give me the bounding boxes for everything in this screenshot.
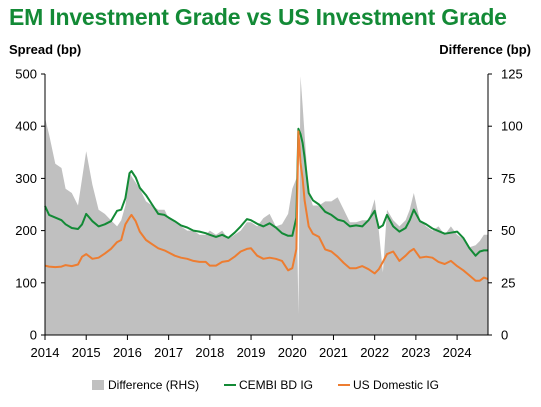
legend-label-difference: Difference (RHS) (108, 378, 199, 392)
difference-area-layer (45, 76, 488, 335)
x-tick-label: 2017 (154, 345, 183, 360)
x-tick-label: 2015 (72, 345, 101, 360)
x-tick-label: 2020 (278, 345, 307, 360)
right-axis-title: Difference (bp) (439, 42, 531, 57)
right-tick-label: 100 (501, 119, 523, 134)
legend-swatch-difference (92, 380, 104, 390)
chart-title: EM Investment Grade vs US Investment Gra… (9, 4, 507, 30)
left-tick-label: 300 (15, 171, 37, 186)
left-tick-label: 0 (30, 328, 37, 343)
series-area-difference (45, 76, 488, 335)
right-tick-label: 75 (501, 171, 515, 186)
left-tick-label: 100 (15, 275, 37, 290)
left-tick-label: 400 (15, 119, 37, 134)
left-tick-label: 500 (15, 67, 37, 82)
x-tick-label: 2021 (319, 345, 348, 360)
right-tick-label: 25 (501, 275, 515, 290)
left-axis-ticks: 0 100 200 300 400 500 (15, 67, 45, 343)
right-tick-label: 125 (501, 67, 523, 82)
left-tick-label: 200 (15, 223, 37, 238)
x-tick-label: 2019 (237, 345, 266, 360)
series-line-2 (44, 130, 489, 282)
x-axis-ticks: 2014 2015 2016 2017 2018 2019 2020 2021 2022 2023… (31, 335, 472, 360)
x-tick-label: 2022 (360, 345, 389, 360)
x-tick-label: 2023 (401, 345, 430, 360)
legend-label-2: US Domestic IG (353, 378, 439, 392)
right-tick-label: 0 (501, 328, 508, 343)
left-axis-title: Spread (bp) (9, 42, 82, 57)
legend-label-1: CEMBI BD IG (239, 378, 313, 392)
x-tick-label: 2018 (195, 345, 224, 360)
legend: Difference (RHS) CEMBI BD IG US Domestic I… (92, 378, 439, 392)
axes-layer (44, 74, 489, 336)
right-tick-label: 50 (501, 223, 515, 238)
x-tick-label: 2024 (443, 345, 472, 360)
right-axis-ticks: 0 25 50 75 100 125 (488, 67, 523, 343)
series-lines-layer (44, 127, 489, 282)
x-tick-label: 2014 (31, 345, 60, 360)
x-tick-label: 2016 (113, 345, 142, 360)
series-line-1 (44, 127, 488, 257)
